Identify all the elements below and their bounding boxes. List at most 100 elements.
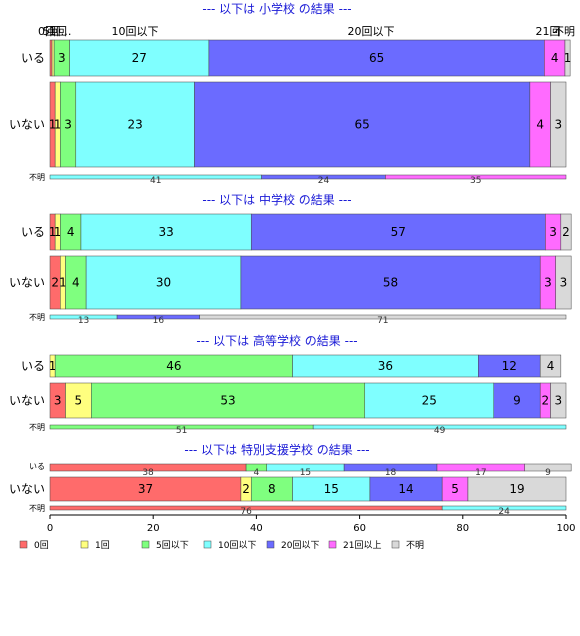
bar-segment (250, 213, 546, 251)
data-label: 1 (49, 225, 57, 239)
bar-segment (85, 255, 242, 310)
bar-segment (49, 476, 242, 502)
data-label: 16 (153, 316, 165, 326)
data-label: 18 (385, 468, 397, 478)
data-label: 17 (475, 468, 486, 478)
row-label: いる (29, 462, 45, 471)
bar-segment (208, 39, 545, 77)
top-category-label: 0回 (38, 25, 56, 38)
data-label: 3 (544, 276, 552, 290)
data-label: 35 (470, 176, 481, 186)
bar-segment (49, 39, 53, 77)
data-label: 3 (560, 276, 568, 290)
panel-title: --- 以下は 中学校 の結果 --- (202, 192, 351, 207)
top-category-label: 5回… (43, 25, 72, 38)
top-category-label: 不明 (553, 25, 575, 38)
x-tick-label: 40 (250, 523, 263, 534)
row-label: いる (21, 225, 45, 239)
row-label: いない (9, 482, 45, 496)
legend-label: 20回以下 (281, 540, 319, 551)
data-label: 37 (138, 482, 153, 496)
bar-segment (240, 255, 541, 310)
data-label: 14 (398, 482, 413, 496)
data-label: 53 (220, 394, 235, 408)
data-label: 1 (54, 225, 62, 239)
x-tick-label: 0 (47, 523, 53, 534)
bar-segment (385, 174, 567, 180)
data-label: 76 (240, 507, 252, 517)
data-label: 4 (72, 276, 80, 290)
top-category-label: 20回以下 (348, 25, 395, 38)
data-label: 1 (54, 118, 62, 132)
x-tick-label: 20 (147, 523, 160, 534)
row-label: いない (9, 118, 45, 132)
data-label: 30 (156, 276, 171, 290)
row-label: 不明 (29, 313, 45, 322)
bar-segment (312, 424, 567, 430)
data-label: 5 (75, 394, 83, 408)
bar-segment (564, 39, 571, 77)
bar-segment (80, 213, 252, 251)
data-label: 9 (545, 468, 551, 478)
top-category-label: 21回 (536, 25, 561, 38)
data-label: 65 (355, 118, 370, 132)
bar-segment (441, 476, 469, 502)
legend-swatch (391, 540, 400, 549)
data-label: 4 (547, 359, 555, 373)
bar-segment (65, 382, 92, 419)
data-label: 58 (383, 276, 398, 290)
top-category-label: 10回以下 (112, 25, 159, 38)
x-tick-label: 80 (456, 523, 469, 534)
bar-segment (550, 382, 567, 419)
data-label: 1 (49, 359, 57, 373)
data-label: 3 (64, 118, 72, 132)
legend-label: 5回以下 (156, 540, 189, 551)
data-label: 3 (58, 51, 66, 65)
legend-swatch (80, 540, 89, 549)
data-label: 23 (127, 118, 142, 132)
data-label: 2 (51, 276, 59, 290)
legend-swatch (203, 540, 212, 549)
legend-swatch (266, 540, 275, 549)
bar-segment (292, 476, 371, 502)
bar-segment (555, 255, 572, 310)
data-label: 46 (166, 359, 181, 373)
panel-title: --- 以下は 小学校 の結果 --- (202, 1, 351, 16)
data-label: 51 (176, 426, 187, 436)
data-label: 27 (132, 51, 147, 65)
data-label: 19 (509, 482, 524, 496)
data-label: 1 (59, 276, 67, 290)
legend-label: 1回 (95, 540, 110, 551)
data-label: 12 (502, 359, 517, 373)
panel-title: --- 以下は 高等学校 の結果 --- (196, 333, 357, 348)
data-label: 13 (78, 316, 89, 326)
bar-segment (69, 39, 210, 77)
data-label: 15 (324, 482, 339, 496)
data-label: 41 (150, 176, 161, 186)
data-label: 3 (54, 394, 62, 408)
data-label: 24 (318, 176, 330, 186)
bar-segment (199, 314, 567, 320)
row-label: いない (9, 394, 45, 408)
data-label: 57 (391, 225, 406, 239)
data-label: 36 (378, 359, 393, 373)
data-label: 2 (242, 482, 250, 496)
data-label: 3 (554, 394, 562, 408)
bar-segment (467, 476, 567, 502)
bar-segment (493, 382, 541, 419)
row-label: いる (21, 359, 45, 373)
data-label: 5 (451, 482, 459, 496)
bar-segment (539, 354, 562, 378)
data-label: 33 (158, 225, 173, 239)
legend-label: 0回 (34, 540, 49, 551)
data-label: 65 (369, 51, 384, 65)
data-label: 49 (434, 426, 446, 436)
data-label: 24 (498, 507, 510, 517)
row-label: いない (9, 276, 45, 290)
bar-segment (550, 81, 567, 168)
data-label: 3 (554, 118, 562, 132)
data-label: 15 (300, 468, 311, 478)
row-label: いる (21, 51, 45, 65)
data-label: 4 (551, 51, 559, 65)
bar-segment (524, 463, 572, 472)
